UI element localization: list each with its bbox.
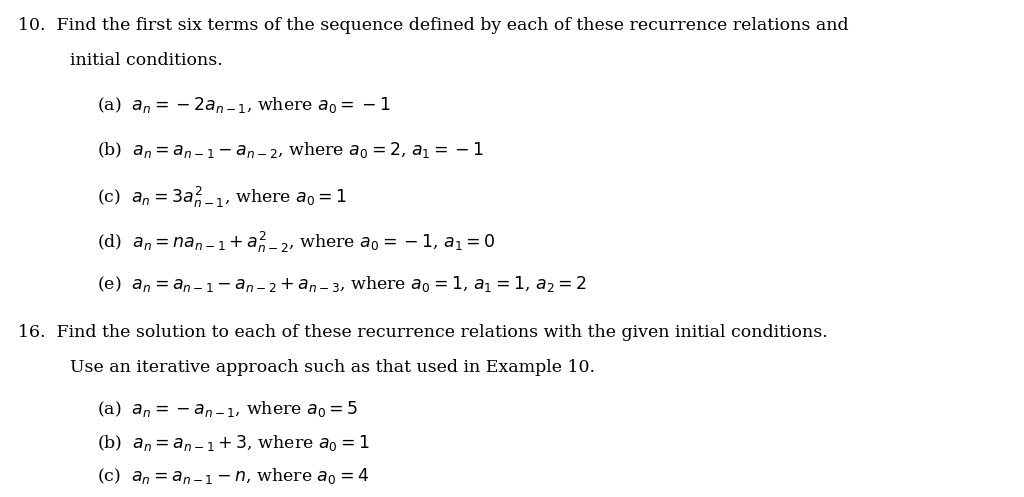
Text: (b)  $a_n = a_{n-1} - a_{n-2}$, where $a_0 = 2$, $a_1 = -1$: (b) $a_n = a_{n-1} - a_{n-2}$, where $a_… [97,140,484,160]
Text: 10.  Find the first six terms of the sequence defined by each of these recurrenc: 10. Find the first six terms of the sequ… [18,17,849,34]
Text: (a)  $a_n = -a_{n-1}$, where $a_0 = 5$: (a) $a_n = -a_{n-1}$, where $a_0 = 5$ [97,399,358,418]
Text: (b)  $a_n = a_{n-1} + 3$, where $a_0 = 1$: (b) $a_n = a_{n-1} + 3$, where $a_0 = 1$ [97,433,371,453]
Text: 16.  Find the solution to each of these recurrence relations with the given init: 16. Find the solution to each of these r… [18,324,828,341]
Text: (a)  $a_n = -2a_{n-1}$, where $a_0 = -1$: (a) $a_n = -2a_{n-1}$, where $a_0 = -1$ [97,95,391,115]
Text: (c)  $a_n = 3a_{n-1}^2$, where $a_0 = 1$: (c) $a_n = 3a_{n-1}^2$, where $a_0 = 1$ [97,185,347,210]
Text: (e)  $a_n = a_{n-1} - a_{n-2} + a_{n-3}$, where $a_0 = 1$, $a_1 = 1$, $a_2 = 2$: (e) $a_n = a_{n-1} - a_{n-2} + a_{n-3}$,… [97,274,587,294]
Text: initial conditions.: initial conditions. [70,52,222,69]
Text: (d)  $a_n = na_{n-1} + a_{n-2}^2$, where $a_0 = -1$, $a_1 = 0$: (d) $a_n = na_{n-1} + a_{n-2}^2$, where … [97,230,496,255]
Text: Use an iterative approach such as that used in Example 10.: Use an iterative approach such as that u… [70,359,595,376]
Text: (c)  $a_n = a_{n-1} - n$, where $a_0 = 4$: (c) $a_n = a_{n-1} - n$, where $a_0 = 4$ [97,466,370,486]
